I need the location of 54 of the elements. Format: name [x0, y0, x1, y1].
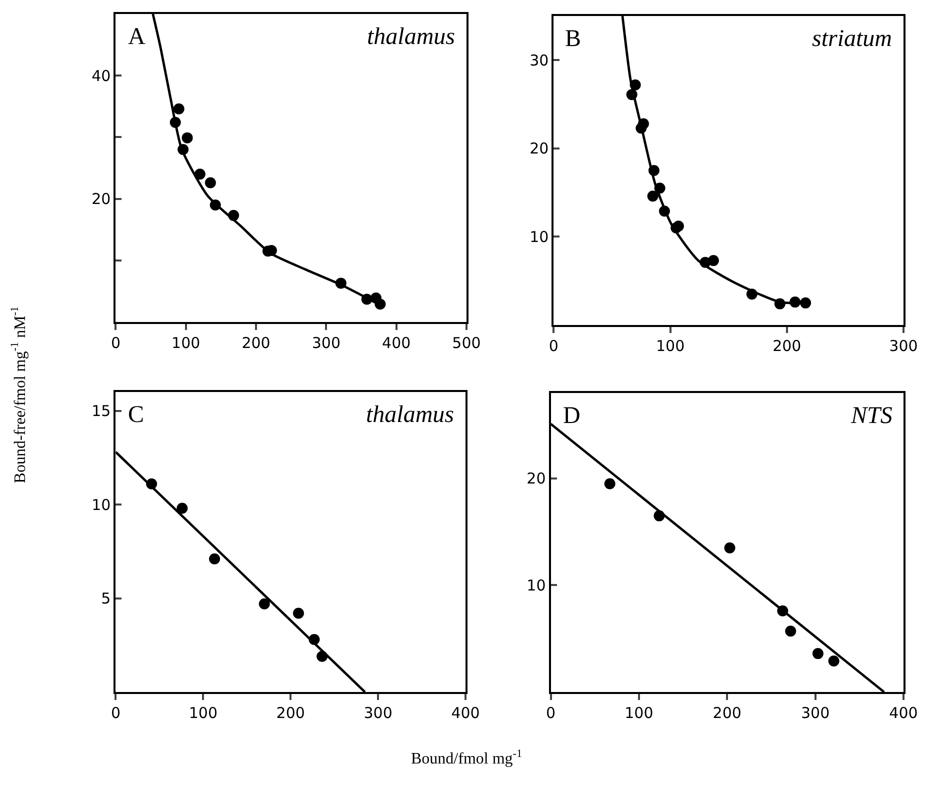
point [604, 478, 616, 490]
point [258, 598, 270, 610]
point [204, 177, 216, 188]
x-tick-label: 300 [889, 337, 918, 355]
x-tick-label: 100 [656, 337, 685, 355]
annotation: B [565, 26, 582, 52]
x-tick-label: 200 [712, 704, 742, 722]
chart-title: striatum [812, 26, 892, 52]
x-tick-label: 100 [188, 704, 218, 722]
annotation: C [128, 402, 144, 428]
x-tick-label: 400 [451, 704, 480, 722]
x-tick-label: 300 [800, 704, 830, 722]
x-tick-label: 0 [548, 337, 558, 355]
point [785, 626, 796, 637]
chart-title: thalamus [366, 402, 454, 428]
point [292, 608, 304, 619]
y-tick-label: 5 [101, 590, 111, 608]
x-tick-label: 400 [889, 704, 918, 722]
y-tick-label: 10 [526, 576, 546, 594]
chart-title: NTS [850, 403, 892, 429]
x-tick-label: 200 [276, 704, 305, 722]
point [176, 502, 188, 514]
x-axis-title: Bound/fmol mg$^{-1}$ [411, 748, 522, 768]
x-tick-label: 300 [364, 704, 392, 722]
y-tick-label: 10 [530, 228, 549, 246]
point [209, 553, 220, 564]
x-tick-label: 400 [382, 334, 411, 352]
point [173, 103, 184, 114]
chart-title: thalamus [367, 24, 456, 50]
y-tick-label: 20 [526, 470, 546, 488]
x-tick-label: 0 [110, 704, 120, 722]
annotation: D [563, 403, 580, 429]
point [708, 255, 719, 266]
y-tick-label: 20 [92, 190, 111, 208]
y-tick-label: 20 [530, 140, 549, 158]
x-tick-label: 0 [546, 704, 556, 722]
point [828, 656, 840, 667]
x-tick-label: 200 [242, 334, 270, 352]
x-tick-label: 500 [452, 334, 481, 352]
y-tick-label: 15 [92, 402, 111, 420]
x-tick-label: 100 [624, 704, 654, 722]
point [812, 648, 824, 660]
point [182, 132, 193, 144]
point [194, 168, 206, 180]
y-tick-label: 30 [530, 51, 549, 70]
point [724, 542, 736, 554]
x-tick-label: 0 [110, 334, 120, 352]
x-tick-label: 300 [312, 334, 340, 352]
x-tick-label: 200 [772, 337, 802, 355]
point [647, 190, 658, 202]
annotation: A [128, 24, 146, 50]
y-tick-label: 10 [92, 496, 111, 514]
x-tick-label: 100 [172, 334, 200, 352]
y-tick-label: 40 [92, 66, 111, 85]
